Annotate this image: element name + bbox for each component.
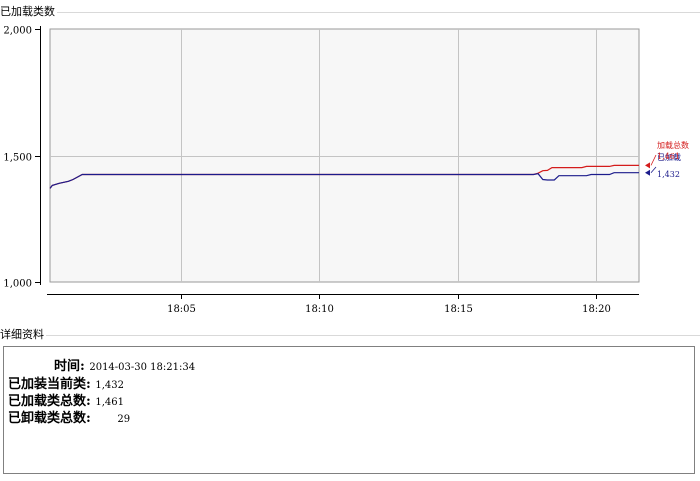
total-classes-row: 已加载类总数: 1,461 xyxy=(8,390,124,409)
total-classes-value: 1,461 xyxy=(95,397,124,408)
legend-value-0: 1,461 xyxy=(657,152,680,161)
grid-lines xyxy=(50,29,639,282)
axes xyxy=(35,26,639,299)
series-lines xyxy=(49,164,639,189)
time-row: 时间: 2014-03-30 18:21:34 xyxy=(54,355,195,374)
x-tick-label-0: 18:05 xyxy=(167,304,196,315)
plot-area xyxy=(49,28,640,283)
legend-name-1: 已加载 xyxy=(657,152,681,162)
x-tick-label-1: 18:10 xyxy=(305,304,334,315)
legend-value-1: 1,432 xyxy=(657,170,680,179)
unloaded-classes-label: 已卸载类总数: xyxy=(8,411,91,426)
time-value: 2014-03-30 18:21:34 xyxy=(89,362,196,373)
chart-section-rule xyxy=(0,12,700,13)
total-classes-label: 已加载类总数: xyxy=(8,394,91,409)
tick-labels: 18:05 18:10 18:15 18:20 2,000 1,500 1,000 xyxy=(3,26,611,316)
unloaded-classes-row: 已卸载类总数: 29 xyxy=(8,407,130,426)
unloaded-classes-value: 29 xyxy=(117,414,131,425)
current-classes-row: 已加装当前类: 1,432 xyxy=(8,373,124,392)
loaded-classes-chart: 18:05 18:10 18:15 18:20 2,000 1,500 1,000 加载总数… xyxy=(3,26,689,316)
y-tick-label-0: 2,000 xyxy=(3,26,32,37)
details-panel: 时间: 2014-03-30 18:21:34 已加装当前类: 1,432 已加… xyxy=(3,346,695,474)
chart-section-title: 已加载类数 xyxy=(0,5,57,18)
time-label: 时间: xyxy=(54,359,85,374)
y-tick-label-1: 1,500 xyxy=(3,153,32,164)
details-section-title: 详细资料 xyxy=(0,328,46,341)
legend-connector-0 xyxy=(650,154,657,166)
legend-name-0: 加载总数 xyxy=(657,140,689,150)
details-section-rule xyxy=(0,335,700,336)
x-tick-label-2: 18:15 xyxy=(444,304,473,315)
y-tick-label-2: 1,000 xyxy=(3,279,32,290)
legend-pointer-1 xyxy=(645,169,650,176)
current-classes-value: 1,432 xyxy=(95,380,124,391)
legend-pointer-0 xyxy=(645,162,650,169)
legend-connector-1 xyxy=(650,166,657,173)
current-classes-label: 已加装当前类: xyxy=(8,377,91,392)
series-line-1 xyxy=(49,172,639,189)
x-tick-label-3: 18:20 xyxy=(582,304,611,315)
